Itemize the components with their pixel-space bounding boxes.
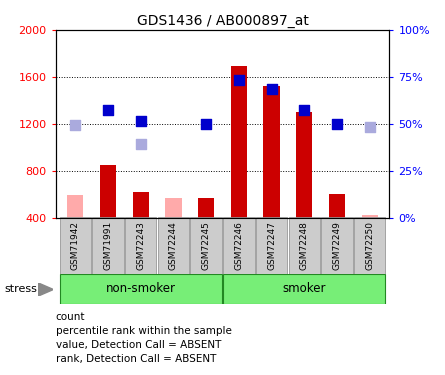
- Point: [202, 121, 210, 127]
- Bar: [158, 217, 189, 274]
- Text: value, Detection Call = ABSENT: value, Detection Call = ABSENT: [56, 340, 221, 350]
- Text: rank, Detection Call = ABSENT: rank, Detection Call = ABSENT: [56, 354, 216, 364]
- Bar: [165, 198, 182, 217]
- Point: [105, 106, 112, 112]
- Title: GDS1436 / AB000897_at: GDS1436 / AB000897_at: [137, 13, 308, 28]
- Bar: [321, 217, 353, 274]
- Bar: [296, 112, 312, 218]
- Bar: [231, 66, 247, 218]
- Text: GSM72244: GSM72244: [169, 221, 178, 270]
- Bar: [190, 217, 222, 274]
- Bar: [67, 195, 84, 217]
- Point: [137, 141, 144, 147]
- Text: GSM72248: GSM72248: [300, 221, 309, 270]
- Point: [333, 121, 340, 127]
- Bar: [256, 217, 287, 274]
- Point: [366, 124, 373, 130]
- Bar: [263, 86, 280, 218]
- Polygon shape: [38, 283, 53, 296]
- Text: GSM72250: GSM72250: [365, 221, 374, 270]
- Point: [268, 86, 275, 92]
- Text: GSM72245: GSM72245: [202, 221, 210, 270]
- Text: percentile rank within the sample: percentile rank within the sample: [56, 326, 231, 336]
- Text: GSM72247: GSM72247: [267, 221, 276, 270]
- Bar: [133, 192, 149, 217]
- Text: GSM72243: GSM72243: [136, 221, 145, 270]
- Point: [301, 106, 308, 112]
- Point: [235, 77, 243, 83]
- Text: stress: stress: [4, 285, 37, 294]
- Text: GSM71942: GSM71942: [71, 221, 80, 270]
- Text: GSM72246: GSM72246: [235, 221, 243, 270]
- Text: count: count: [56, 312, 85, 321]
- Bar: [198, 198, 214, 217]
- Text: GSM72249: GSM72249: [332, 221, 341, 270]
- Text: non-smoker: non-smoker: [106, 282, 176, 295]
- Bar: [125, 217, 156, 274]
- Bar: [223, 274, 385, 304]
- Bar: [223, 217, 255, 274]
- Bar: [362, 215, 378, 217]
- Bar: [289, 217, 320, 274]
- Bar: [100, 165, 116, 218]
- Bar: [60, 217, 91, 274]
- Text: smoker: smoker: [283, 282, 326, 295]
- Bar: [92, 217, 124, 274]
- Point: [72, 122, 79, 128]
- Bar: [329, 194, 345, 217]
- Point: [137, 118, 144, 124]
- Bar: [354, 217, 385, 274]
- Bar: [60, 274, 222, 304]
- Text: GSM71991: GSM71991: [104, 221, 113, 270]
